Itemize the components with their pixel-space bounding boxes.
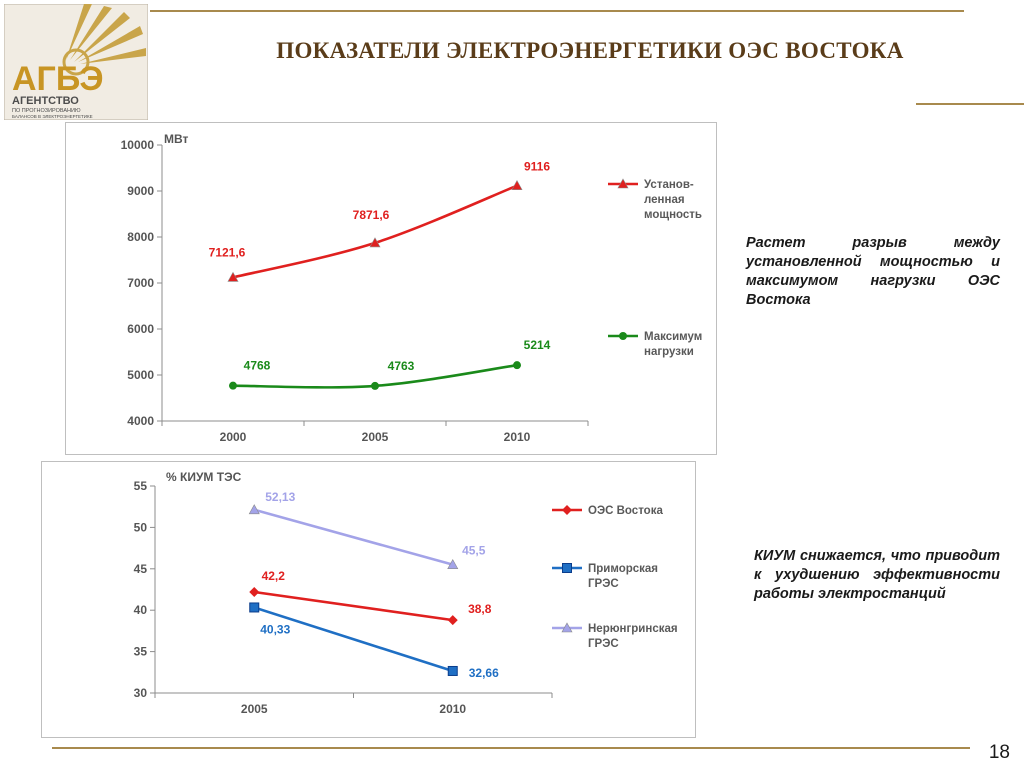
- data-label: 5214: [524, 338, 551, 352]
- data-label: 7121,6: [209, 245, 246, 259]
- data-label: 45,5: [462, 544, 486, 558]
- capacity-chart: 4000 5000 6000 7000 8000 9000 10000 2000 2005 201…: [121, 132, 703, 444]
- data-point: [447, 665, 458, 676]
- title-underline: [916, 103, 1024, 105]
- logo-subtitle-2: ПО ПРОГНОЗИРОВАНИЮ: [12, 108, 81, 114]
- data-label: 7871,6: [353, 208, 390, 222]
- x-tick-label: 2000: [220, 430, 247, 444]
- legend-swatch-marker: [562, 505, 572, 515]
- legend-swatch-marker: [561, 622, 573, 633]
- logo-text: АГБЭ: [12, 60, 104, 98]
- kium-chart: 30 35 40 45 50 55 2005 2010 % КИУМ ТЭС 42,2 38,8 ОЭ…: [134, 470, 678, 716]
- y-tick-label: 35: [134, 645, 148, 659]
- data-point: [249, 602, 260, 613]
- power-gap-note: Растет разрыв между установленной мощнос…: [746, 235, 1000, 308]
- legend-label: Установ-: [644, 179, 694, 191]
- data-point: [447, 559, 459, 569]
- data-label: 9116: [524, 160, 550, 174]
- data-point: [511, 180, 523, 190]
- top-rule: [150, 10, 964, 12]
- legend-label: Максимум: [644, 331, 702, 343]
- data-label: 4768: [244, 359, 271, 373]
- y-tick-label: 6000: [127, 322, 154, 336]
- legend-swatch-marker: [562, 563, 572, 573]
- data-label: 40,33: [260, 622, 290, 636]
- legend-label: Приморская: [588, 563, 658, 575]
- logo-subtitle-3: БАЛАНСОВ В ЭЛЕКТРОЭНЕРГЕТИКЕ: [12, 114, 93, 119]
- data-point: [248, 504, 260, 515]
- series-line: [253, 508, 454, 566]
- unit-label: МВт: [164, 132, 189, 146]
- y-tick-label: 7000: [127, 276, 154, 290]
- y-tick-label: 8000: [127, 230, 154, 244]
- data-point: [447, 615, 458, 626]
- company-logo: АГБЭ АГЕНТСТВО ПО ПРОГНОЗИРОВАНИЮ БАЛАНС…: [3, 3, 149, 121]
- x-tick-label: 2010: [439, 702, 466, 716]
- y-tick-label: 10000: [121, 138, 155, 152]
- data-label: 52,13: [265, 490, 295, 504]
- kium-note: КИУМ снижается, что приводит к ухудшению…: [754, 548, 1000, 602]
- capacity-chart-panel: 4000 5000 6000 7000 8000 9000 10000 2000 2005 201…: [65, 122, 717, 455]
- data-label: 42,2: [262, 569, 286, 583]
- y-tick-label: 30: [134, 686, 148, 700]
- legend-label: ГРЭС: [588, 638, 619, 650]
- y-tick-label: 55: [134, 479, 148, 493]
- legend-label: мощность: [644, 209, 702, 221]
- page-title: ПОКАЗАТЕЛИ ЭЛЕКТРОЭНЕРГЕТИКИ ОЭС ВОСТОКА: [276, 38, 904, 63]
- y-tick-label: 5000: [127, 368, 154, 382]
- y-tick-label: 9000: [127, 184, 154, 198]
- logo-subtitle: АГЕНТСТВО: [12, 95, 79, 107]
- legend-label: ОЭС Востока: [588, 505, 663, 517]
- y-tick-label: 50: [134, 520, 148, 534]
- legend-label: Нерюнгринская: [588, 623, 678, 635]
- bottom-rule: [52, 747, 970, 749]
- data-point: [227, 271, 239, 282]
- legend-label: ленная: [644, 194, 685, 206]
- legend-swatch-marker: [619, 332, 627, 340]
- data-point: [249, 586, 260, 597]
- legend-swatch-marker: [617, 178, 629, 189]
- data-label: 32,66: [469, 666, 499, 680]
- y-tick-label: 40: [134, 603, 148, 617]
- unit-label: % КИУМ ТЭС: [166, 470, 242, 484]
- data-point: [369, 237, 381, 248]
- data-point: [371, 381, 379, 390]
- x-tick-label: 2005: [362, 430, 389, 444]
- y-tick-label: 45: [134, 562, 148, 576]
- series-line: [253, 606, 454, 673]
- kium-chart-panel: 30 35 40 45 50 55 2005 2010 % КИУМ ТЭС 42,2 38,8 ОЭ…: [41, 461, 696, 738]
- series-line: [232, 184, 518, 279]
- legend-label: нагрузки: [644, 346, 694, 358]
- series-line: [254, 590, 453, 622]
- data-label: 4763: [388, 359, 415, 373]
- data-point: [229, 381, 237, 390]
- x-tick-label: 2010: [504, 430, 531, 444]
- page-number: 18: [988, 742, 1010, 763]
- data-point: [513, 361, 521, 370]
- sun-rays-icon: [62, 4, 146, 76]
- data-label: 38,8: [468, 602, 492, 616]
- legend-label: ГРЭС: [588, 578, 619, 590]
- y-tick-label: 4000: [127, 414, 154, 428]
- x-tick-label: 2005: [241, 702, 268, 716]
